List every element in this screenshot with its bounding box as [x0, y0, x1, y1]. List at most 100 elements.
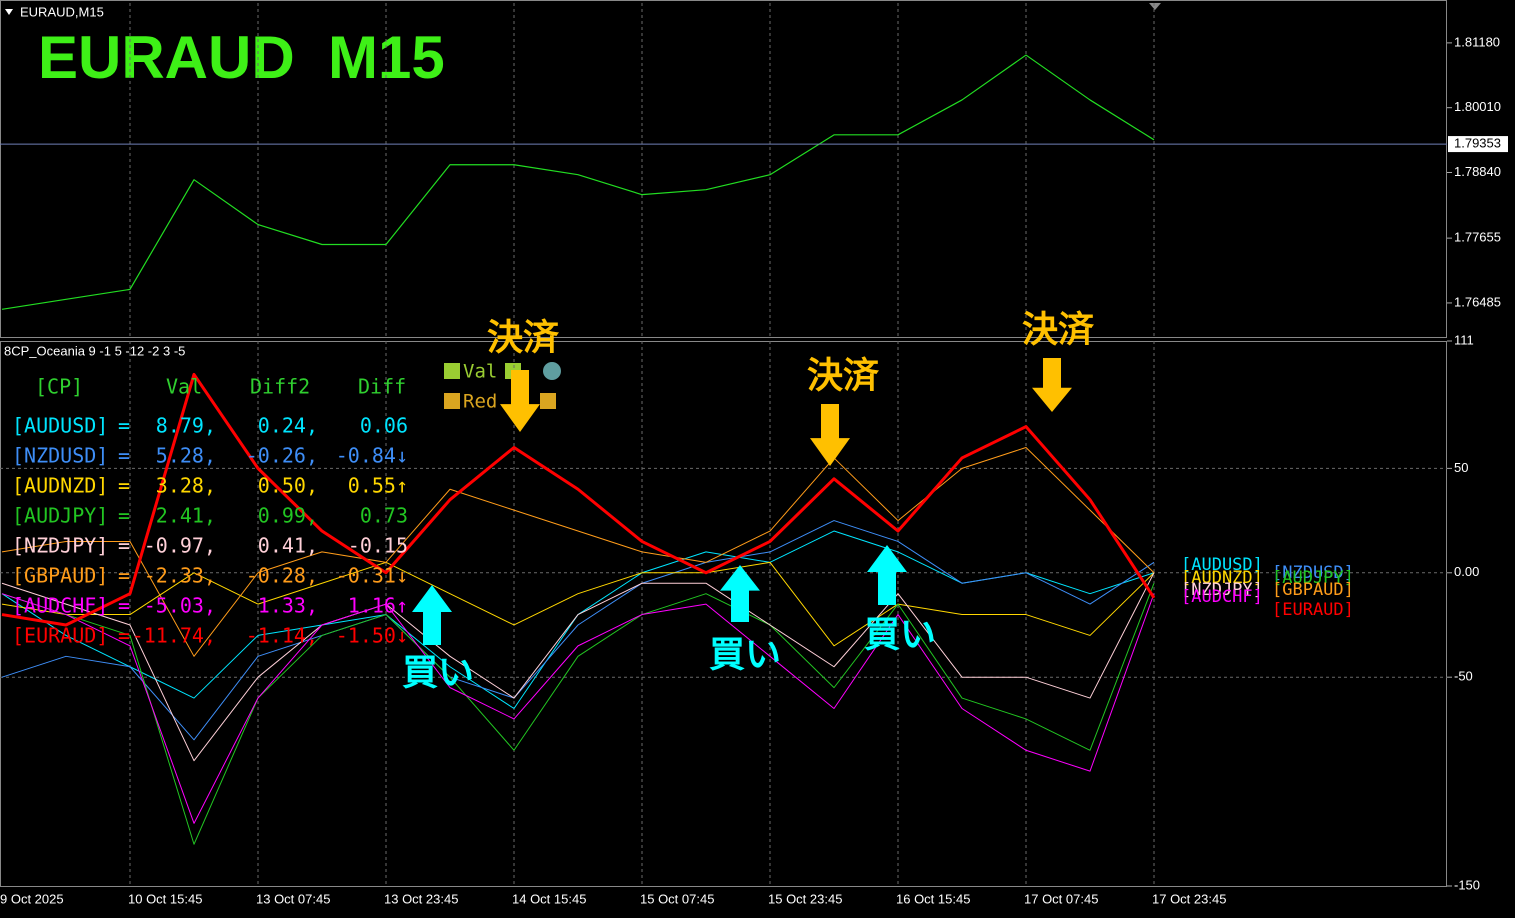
annotation-arrow [810, 404, 850, 466]
annotation-text: 決済 [1022, 309, 1094, 350]
series-label: [NZDUSD] [1272, 563, 1354, 583]
table-cell: [EURAUD] [12, 624, 108, 648]
table-cell: = [118, 414, 130, 438]
y-tick-label: 50 [1454, 460, 1468, 475]
series-line [1, 572, 1155, 762]
table-cell: -0.31↓ [336, 564, 408, 588]
y-tick-label: -150 [1454, 877, 1480, 892]
table-cell: 2.41, [156, 504, 216, 528]
legend-val: Val [463, 361, 497, 383]
y-tick-label: 1.78840 [1454, 164, 1501, 179]
series-label: [GBPAUD] [1272, 580, 1354, 600]
table-cell: = [118, 534, 130, 558]
y-tick-label: 111 [1454, 332, 1474, 347]
shift-marker [1149, 3, 1161, 10]
table-cell: 0.50, [258, 474, 318, 498]
series-line [1, 561, 1155, 647]
table-cell: = [118, 564, 130, 588]
table-cell: 8.79, [156, 414, 216, 438]
annotation-arrow [1032, 358, 1072, 412]
table-cell: [AUDNZD] [12, 474, 108, 498]
price-pane [0, 0, 1447, 338]
x-tick-label: 13 Oct 23:45 [384, 891, 458, 906]
x-tick-label: 15 Oct 07:45 [640, 891, 714, 906]
table-cell: -0.26, [246, 444, 318, 468]
legend-square [444, 363, 460, 379]
current-price-label: 1.79353 [1454, 136, 1501, 151]
table-cell: -11.74, [132, 624, 216, 648]
legend-dot [543, 362, 561, 380]
x-tick-label: 9 Oct 2025 [0, 891, 64, 906]
x-tick-label: 15 Oct 23:45 [768, 891, 842, 906]
legend-red: Red [463, 391, 497, 413]
x-tick-label: 10 Oct 15:45 [128, 891, 202, 906]
annotation-arrow [867, 545, 907, 605]
table-cell: 3.28, [156, 474, 216, 498]
legend-square [444, 393, 460, 409]
table-header: Val [166, 375, 202, 399]
big-title: EURAUD M15 [38, 24, 445, 91]
x-tick-label: 14 Oct 15:45 [512, 891, 586, 906]
table-cell: 0.24, [258, 414, 318, 438]
menu-triangle[interactable] [5, 9, 13, 15]
table-cell: -0.15 [348, 534, 408, 558]
annotation-arrow [500, 370, 540, 432]
series-label: [AUDUSD] [1181, 555, 1263, 575]
table-header: Diff [358, 375, 406, 399]
series-line [1, 520, 1155, 741]
table-cell: 5.28, [156, 444, 216, 468]
x-tick-label: 13 Oct 07:45 [256, 891, 330, 906]
table-cell: -2.33, [144, 564, 216, 588]
table-header: Diff2 [250, 375, 310, 399]
table-cell: -0.84↓ [336, 444, 408, 468]
table-cell: [NZDUSD] [12, 444, 108, 468]
x-tick-label: 16 Oct 15:45 [896, 891, 970, 906]
x-tick-label: 17 Oct 07:45 [1024, 891, 1098, 906]
annotation-text: 決済 [487, 317, 559, 358]
table-cell: [AUDCHF] [12, 594, 108, 618]
y-tick-label: 1.76485 [1454, 294, 1501, 309]
y-tick-label: 1.81180 [1454, 34, 1500, 49]
annotation-arrow [720, 565, 760, 622]
annotation-text: 買い [402, 652, 474, 693]
table-cell: 0.06 [360, 414, 408, 438]
annotation-text: 買い [709, 634, 781, 675]
table-cell: [NZDJPY] [12, 534, 108, 558]
annotation-text: 買い [864, 614, 936, 655]
table-cell: = [118, 624, 130, 648]
table-header: [CP] [35, 375, 83, 399]
table-cell: = [118, 444, 130, 468]
series-line [1, 54, 1155, 310]
table-cell: 1.16↑ [348, 594, 408, 618]
series-label: [AUDCHF] [1181, 587, 1263, 607]
y-tick-label: 1.80010 [1454, 99, 1501, 114]
table-cell: [GBPAUD] [12, 564, 108, 588]
table-cell: 0.99, [258, 504, 318, 528]
table-cell: -1.50↓ [336, 624, 408, 648]
table-cell: -0.97, [144, 534, 216, 558]
y-tick-label: -50 [1454, 669, 1473, 684]
legend-square [540, 393, 556, 409]
indicator-title: 8CP_Oceania 9 -1 5 -12 -2 3 -5 [4, 343, 185, 358]
symbol-label: EURAUD,M15 [20, 4, 104, 19]
y-tick-label: 0.00 [1454, 564, 1479, 579]
series-label: [NZDJPY] [1181, 580, 1263, 600]
table-cell: 0.73 [360, 504, 408, 528]
table-cell: [AUDUSD] [12, 414, 108, 438]
series-label: [AUDNZD] [1181, 568, 1263, 588]
series-line [1, 583, 1155, 845]
series-label: [EURAUD] [1272, 600, 1354, 620]
series-line [1, 372, 1156, 627]
annotation-text: 決済 [807, 355, 879, 396]
series-line [1, 593, 1155, 824]
table-cell: [AUDJPY] [12, 504, 108, 528]
table-cell: 1.33, [258, 594, 318, 618]
y-tick-label: 1.77655 [1454, 230, 1501, 245]
table-cell: 0.55↑ [348, 474, 408, 498]
table-cell: -5.03, [144, 594, 216, 618]
table-cell: = [118, 594, 130, 618]
series-line [1, 446, 1155, 657]
table-cell: -0.28, [246, 564, 318, 588]
table-cell: = [118, 504, 130, 528]
